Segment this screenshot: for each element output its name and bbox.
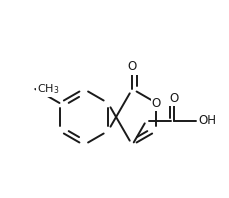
Text: CH$_3$: CH$_3$ — [37, 82, 60, 96]
Text: O: O — [127, 61, 136, 73]
Text: O: O — [169, 92, 178, 105]
Text: O: O — [151, 96, 161, 109]
Text: OH: OH — [197, 114, 215, 127]
